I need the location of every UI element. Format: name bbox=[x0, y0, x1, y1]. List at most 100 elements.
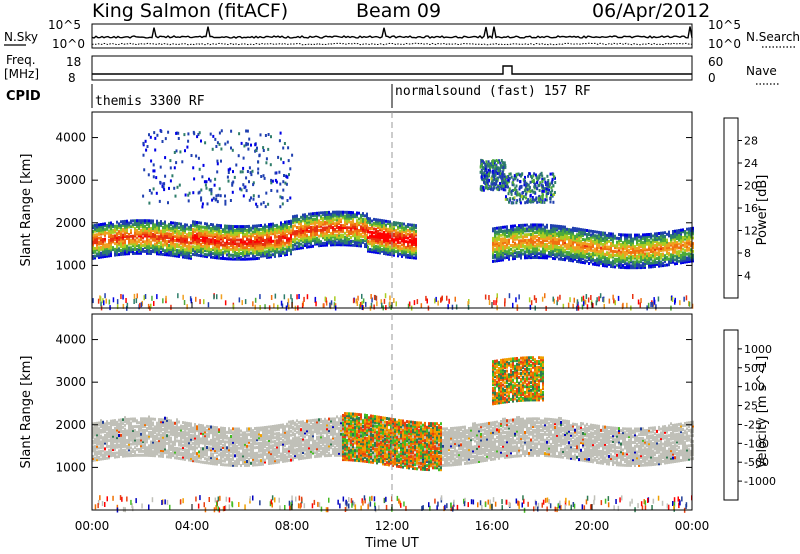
heatmap-cell bbox=[399, 222, 401, 225]
heatmap-cell bbox=[314, 231, 316, 235]
heatmap-cell bbox=[92, 224, 94, 228]
heatmap-cell bbox=[342, 212, 344, 216]
heatmap-cell bbox=[340, 226, 342, 229]
heatmap-cell bbox=[146, 228, 148, 232]
heatmap-cell bbox=[364, 235, 366, 239]
heatmap-cell bbox=[210, 228, 212, 232]
heatmap-cell bbox=[530, 227, 532, 231]
heatmap-cell bbox=[515, 175, 518, 179]
heatmap-cell bbox=[558, 236, 560, 240]
heatmap-cell bbox=[207, 302, 210, 308]
heatmap-cell bbox=[570, 255, 572, 259]
heatmap-cell bbox=[518, 247, 520, 251]
heatmap-cell bbox=[216, 246, 218, 250]
heatmap-cell bbox=[282, 228, 284, 232]
heatmap-cell bbox=[275, 180, 278, 184]
heatmap-cell bbox=[377, 235, 379, 239]
heatmap-cell bbox=[260, 250, 262, 254]
heatmap-cell bbox=[496, 230, 498, 234]
heatmap-cell bbox=[156, 248, 158, 252]
heatmap-cell bbox=[294, 220, 296, 224]
heatmap-cell bbox=[613, 298, 615, 304]
heatmap-cell bbox=[385, 225, 387, 229]
heatmap-cell bbox=[122, 220, 124, 224]
heatmap-cell bbox=[254, 245, 256, 249]
heatmap-cell bbox=[670, 243, 672, 247]
heatmap-cell bbox=[320, 244, 322, 247]
heatmap-cell bbox=[118, 247, 120, 251]
heatmap-cell bbox=[179, 150, 182, 154]
heatmap-cell bbox=[198, 131, 201, 135]
heatmap-cell bbox=[584, 259, 586, 263]
heatmap-cell bbox=[560, 252, 562, 255]
heatmap-cell bbox=[596, 297, 598, 303]
heatmap-cell bbox=[310, 218, 312, 222]
heatmap-cell bbox=[186, 244, 188, 248]
heatmap-cell bbox=[194, 222, 196, 226]
heatmap-cell bbox=[134, 248, 136, 252]
heatmap-cell bbox=[220, 231, 222, 235]
heatmap-cell bbox=[600, 231, 602, 235]
heatmap-cell bbox=[680, 242, 682, 246]
heatmap-cell bbox=[318, 223, 320, 227]
heatmap-cell bbox=[512, 234, 514, 238]
heatmap-cell bbox=[518, 235, 520, 239]
heatmap-cell bbox=[454, 296, 456, 302]
heatmap-cell bbox=[552, 247, 554, 251]
heatmap-cell bbox=[202, 244, 204, 248]
heatmap-cell bbox=[640, 266, 642, 270]
heatmap-cell bbox=[276, 246, 278, 250]
heatmap-cell bbox=[664, 259, 666, 263]
heatmap-cell bbox=[178, 226, 180, 230]
heatmap-cell bbox=[288, 241, 290, 245]
heatmap-cell bbox=[231, 190, 234, 194]
heatmap-cell bbox=[483, 161, 485, 165]
heatmap-cell bbox=[536, 231, 538, 235]
heatmap-cell bbox=[581, 304, 584, 310]
heatmap-cell bbox=[656, 251, 658, 255]
heatmap-cell bbox=[130, 231, 132, 234]
heatmap-cell bbox=[222, 237, 224, 241]
heatmap-cell bbox=[562, 258, 564, 261]
heatmap-cell bbox=[284, 220, 286, 224]
heatmap-cell bbox=[640, 243, 642, 247]
heatmap-cell bbox=[294, 235, 296, 239]
heatmap-cell bbox=[600, 235, 602, 238]
heatmap-cell bbox=[214, 254, 216, 258]
heatmap-cell bbox=[108, 299, 111, 305]
heatmap-cell bbox=[498, 257, 500, 261]
heatmap-cell bbox=[256, 243, 258, 247]
heatmap-cell bbox=[268, 234, 270, 238]
heatmap-cell bbox=[202, 237, 204, 241]
heatmap-cell bbox=[152, 221, 154, 225]
heatmap-cell bbox=[598, 255, 600, 259]
y-tick-label: 2000 bbox=[55, 216, 86, 230]
heatmap-cell bbox=[393, 253, 395, 257]
heatmap-cell bbox=[116, 241, 118, 245]
heatmap-cell bbox=[413, 223, 415, 227]
heatmap-cell bbox=[658, 256, 660, 260]
heatmap-cell bbox=[411, 246, 413, 250]
heatmap-cell bbox=[102, 243, 104, 247]
heatmap-cell bbox=[312, 225, 314, 229]
heatmap-cell bbox=[498, 255, 500, 259]
heatmap-cell bbox=[132, 234, 134, 238]
heatmap-cell bbox=[104, 228, 106, 232]
heatmap-cell bbox=[496, 251, 498, 255]
heatmap-cell bbox=[688, 256, 690, 260]
heatmap-cell bbox=[524, 192, 527, 196]
heatmap-cell bbox=[528, 229, 530, 233]
heatmap-cell bbox=[508, 293, 511, 299]
heatmap-cell bbox=[415, 252, 417, 256]
heatmap-cell bbox=[676, 231, 678, 235]
heatmap-cell bbox=[502, 178, 505, 182]
heatmap-cell bbox=[246, 251, 248, 255]
heatmap-cell bbox=[512, 251, 514, 255]
heatmap-cell bbox=[401, 249, 403, 253]
heatmap-cell bbox=[576, 244, 578, 248]
heatmap-cell bbox=[403, 249, 405, 253]
heatmap-cell bbox=[413, 231, 415, 235]
heatmap-cell bbox=[642, 252, 644, 256]
heatmap-cell bbox=[510, 189, 513, 193]
heatmap-cell bbox=[598, 240, 600, 244]
